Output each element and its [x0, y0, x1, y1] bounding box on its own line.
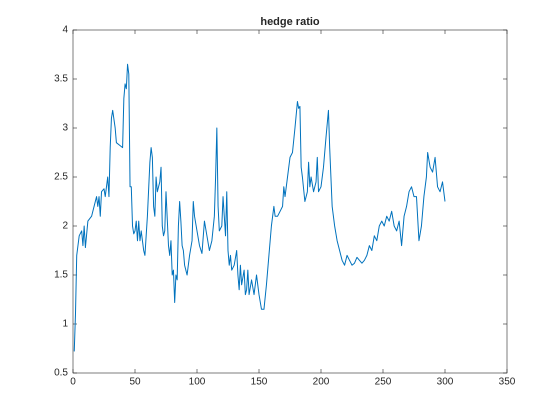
y-tick-label: 2	[62, 221, 68, 232]
x-tick-label: 200	[313, 377, 330, 388]
x-tick-label: 350	[499, 377, 516, 388]
x-tick-label: 300	[437, 377, 454, 388]
y-tick-label: 3.5	[54, 74, 68, 85]
line-series	[73, 63, 446, 352]
y-tick-label: 4	[62, 25, 68, 36]
y-tick-label: 3	[62, 123, 68, 134]
y-tick-label: 2.5	[54, 172, 68, 183]
y-tick-label: 1	[62, 319, 68, 330]
x-tick-label: 150	[251, 377, 268, 388]
x-tick-label: 0	[70, 377, 76, 388]
chart-title: hedge ratio	[260, 16, 320, 28]
x-tick-label: 100	[189, 377, 206, 388]
x-tick-label: 250	[375, 377, 392, 388]
x-tick-label: 50	[129, 377, 141, 388]
y-tick-label: 1.5	[54, 270, 68, 281]
y-tick-label: 0.5	[54, 368, 68, 379]
plot-area	[72, 29, 508, 374]
